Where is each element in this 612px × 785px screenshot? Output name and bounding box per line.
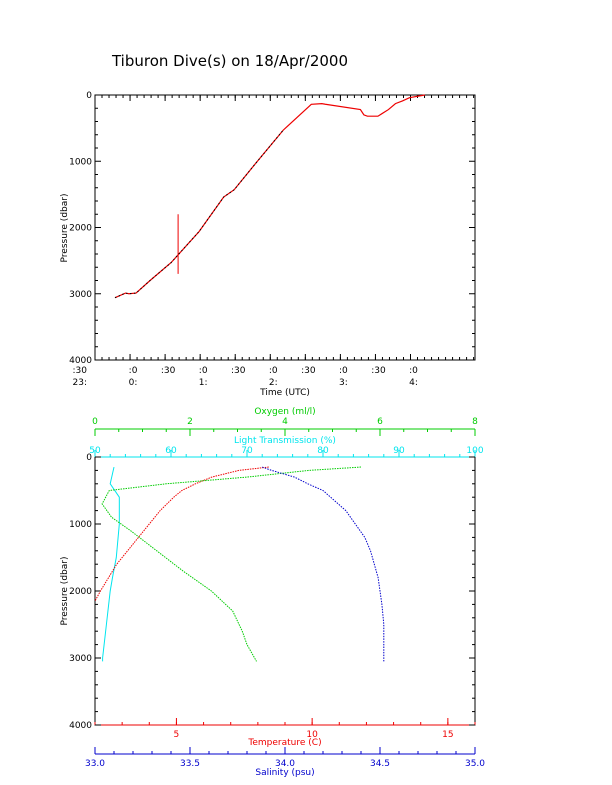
depth-trace-line xyxy=(114,94,425,299)
salinity-tick-label: 35.0 xyxy=(465,759,485,769)
oxygen-tick-label: 4 xyxy=(282,417,288,427)
bottom-plot-frame xyxy=(94,456,476,726)
temperature-tick-label: 15 xyxy=(442,730,453,740)
top-y-axis-label: Pressure (dbar) xyxy=(60,194,70,263)
top-x-tick-label: :0 xyxy=(199,366,208,376)
top-x-tick-hour-label: 23: xyxy=(73,378,87,388)
top-x-tick-label: :0 xyxy=(269,366,278,376)
salinity-tick-label: 33.0 xyxy=(85,759,105,769)
depth-trace-points xyxy=(114,129,284,299)
transmission-tick-label: 50 xyxy=(89,446,101,456)
top-y-tick-label: 0 xyxy=(86,91,92,101)
top-x-axis-label: Time (UTC) xyxy=(259,388,310,398)
top-y-tick-label: 4000 xyxy=(69,356,92,366)
temperature-profile xyxy=(94,466,269,602)
oxygen-profile xyxy=(101,466,362,662)
oxygen-axis: 0 2 4 6 8 xyxy=(92,417,478,436)
top-x-tick-label: :30 xyxy=(231,366,246,376)
transmission-tick-label: 70 xyxy=(241,446,253,456)
top-plot-frame xyxy=(94,94,476,361)
transmission-tick-label: 60 xyxy=(165,446,177,456)
top-x-axis: :30 23: :0 0: :30 :0 1: :30 :0 2: :30 :0 3: :30 :0 4: xyxy=(73,95,475,388)
top-x-tick-hour-label: 3: xyxy=(339,378,348,388)
figure-title: Tiburon Dive(s) on 18/Apr/2000 xyxy=(111,52,348,70)
bottom-y-tick-label: 2000 xyxy=(69,587,92,597)
salinity-tick-label: 34.5 xyxy=(370,759,390,769)
temperature-tick-label: 5 xyxy=(174,730,180,740)
bottom-y-tick-label: 3000 xyxy=(69,654,92,664)
top-x-tick-label: :30 xyxy=(161,366,176,376)
oxygen-tick-label: 8 xyxy=(472,417,478,427)
top-x-tick-hour-label: 1: xyxy=(199,378,208,388)
salinity-axis-label: Salinity (psu) xyxy=(255,768,314,778)
bottom-y-tick-label: 4000 xyxy=(69,721,92,731)
top-x-tick-label: :0 xyxy=(409,366,418,376)
top-y-tick-label: 3000 xyxy=(69,290,92,300)
bottom-y-tick-label: 1000 xyxy=(69,520,92,530)
top-x-tick-label: :30 xyxy=(73,366,88,376)
temperature-tick-label: 10 xyxy=(306,730,318,740)
bottom-y-axis: 0 1000 2000 3000 4000 xyxy=(69,453,475,731)
top-x-tick-hour-label: 4: xyxy=(409,378,418,388)
oxygen-tick-label: 6 xyxy=(377,417,383,427)
oxygen-tick-label: 2 xyxy=(187,417,193,427)
salinity-tick-label: 34.0 xyxy=(275,759,295,769)
top-x-tick-label: :30 xyxy=(371,366,386,376)
transmission-axis: 50 60 70 80 90 100 xyxy=(89,446,484,457)
bottom-y-tick-label: 0 xyxy=(86,453,92,463)
transmission-axis-label: Light Transmission (%) xyxy=(234,436,336,446)
bottom-y-axis-label: Pressure (dbar) xyxy=(60,557,70,626)
top-x-tick-label: :0 xyxy=(339,366,348,376)
top-x-tick-label: :30 xyxy=(301,366,316,376)
transmission-tick-label: 90 xyxy=(393,446,405,456)
top-chart: 0 1000 2000 3000 4000 :30 23: :0 0: :30 :0 1: :30 :0… xyxy=(60,91,476,398)
top-y-tick-label: 2000 xyxy=(69,224,92,234)
top-y-tick-label: 1000 xyxy=(69,157,92,167)
transmission-tick-label: 80 xyxy=(317,446,329,456)
salinity-tick-label: 33.5 xyxy=(180,759,200,769)
temperature-axis: 5 10 15 xyxy=(94,718,476,740)
oxygen-tick-label: 0 xyxy=(92,417,98,427)
transmission-profile xyxy=(102,466,120,662)
temperature-axis-label: Temperature (C) xyxy=(247,738,321,748)
transmission-tick-label: 100 xyxy=(466,446,483,456)
top-x-tick-hour-label: 0: xyxy=(129,378,138,388)
salinity-axis: 33.0 33.5 34.0 34.5 35.0 xyxy=(85,747,485,769)
top-y-axis: 0 1000 2000 3000 4000 xyxy=(69,91,475,366)
top-x-tick-hour-label: 2: xyxy=(269,378,278,388)
top-x-tick-label: :0 xyxy=(129,366,138,376)
salinity-profile xyxy=(262,466,385,662)
oxygen-axis-label: Oxygen (ml/l) xyxy=(254,407,315,417)
